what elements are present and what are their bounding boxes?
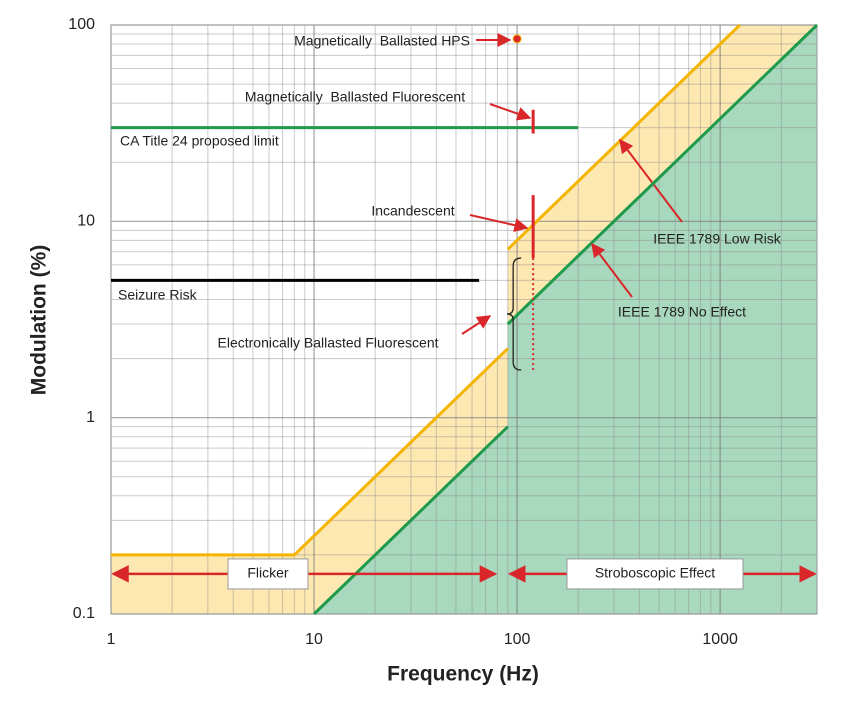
- y-axis-label: Modulation (%): [28, 245, 51, 395]
- span-label-box: [227, 558, 309, 590]
- x-tick-label: 1000: [702, 631, 738, 648]
- series-label: CA Title 24 proposed limit: [120, 133, 279, 149]
- x-tick-label: 100: [504, 631, 531, 648]
- y-tick-label: 10: [77, 213, 95, 230]
- span-label-box: [566, 558, 744, 590]
- marker-label: Electronically Ballasted Fluorescent: [218, 335, 439, 351]
- series-label: IEEE 1789 No Effect: [618, 304, 746, 320]
- annotation-arrow: [619, 138, 683, 223]
- marker-label: Incandescent: [371, 203, 454, 219]
- annotation-arrow: [489, 103, 532, 121]
- series-label: IEEE 1789 Low Risk: [653, 231, 782, 247]
- marker-label: Magnetically Ballasted Fluorescent: [245, 89, 465, 105]
- span-label: Stroboscopic Effect: [595, 565, 715, 581]
- series-line: [312, 23, 819, 616]
- series-label: Seizure Risk: [118, 287, 198, 303]
- marker-dot: [512, 34, 522, 44]
- annotation-arrow: [461, 315, 492, 335]
- series-line: [111, 23, 741, 557]
- span-label: Flicker: [247, 565, 289, 581]
- annotation-arrow: [591, 242, 633, 298]
- y-tick-label: 100: [68, 16, 95, 33]
- y-tick-label: 0.1: [73, 605, 95, 622]
- plot-frame: [110, 24, 818, 615]
- annotation-arrow: [469, 214, 529, 233]
- x-tick-label: 1: [107, 631, 116, 648]
- x-tick-label: 10: [305, 631, 323, 648]
- area-fill: [314, 25, 817, 614]
- y-tick-label: 1: [86, 409, 95, 426]
- marker-label: Magnetically Ballasted HPS: [294, 33, 470, 49]
- x-axis-label: Frequency (Hz): [387, 663, 539, 686]
